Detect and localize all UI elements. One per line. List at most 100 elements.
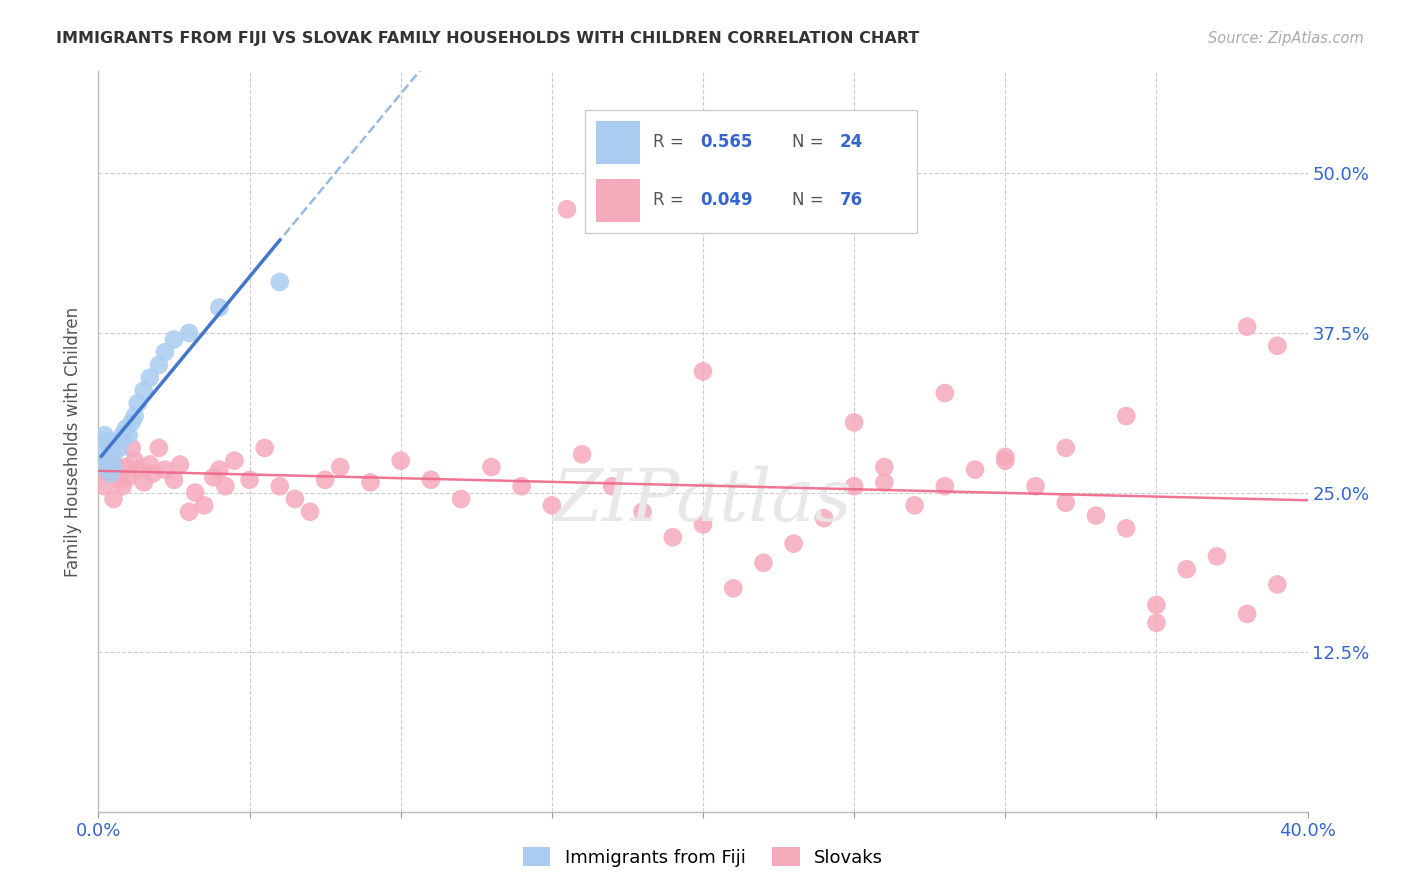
Point	[132, 384, 155, 398]
Point	[103, 447, 125, 461]
Point	[108, 441, 131, 455]
Point	[148, 358, 170, 372]
Point	[904, 499, 927, 513]
Point	[571, 447, 593, 461]
Text: Source: ZipAtlas.com: Source: ZipAtlas.com	[1208, 31, 1364, 46]
Point	[184, 485, 207, 500]
Point	[1054, 496, 1077, 510]
Point	[214, 479, 236, 493]
Point	[965, 462, 987, 476]
Point	[1144, 615, 1167, 630]
Legend: Immigrants from Fiji, Slovaks: Immigrants from Fiji, Slovaks	[516, 840, 890, 874]
Point	[994, 453, 1017, 467]
Point	[934, 479, 956, 493]
Point	[661, 530, 683, 544]
Point	[124, 453, 146, 467]
Point	[103, 460, 125, 475]
Point	[934, 386, 956, 401]
Point	[1144, 598, 1167, 612]
Point	[121, 441, 143, 455]
Point	[994, 450, 1017, 464]
Point	[269, 479, 291, 493]
Point	[540, 499, 562, 513]
Point	[108, 473, 131, 487]
Point	[481, 460, 503, 475]
Y-axis label: Family Households with Children: Family Households with Children	[65, 307, 83, 576]
Point	[103, 491, 125, 506]
Point	[1085, 508, 1108, 523]
Point	[299, 505, 322, 519]
Point	[114, 422, 136, 436]
Point	[329, 460, 352, 475]
Point	[873, 460, 896, 475]
Point	[139, 370, 162, 384]
Point	[208, 301, 231, 315]
Point	[723, 582, 745, 596]
Point	[114, 460, 136, 475]
Point	[1236, 319, 1258, 334]
Point	[139, 458, 162, 472]
Point	[510, 479, 533, 493]
Point	[360, 475, 382, 490]
Point	[132, 475, 155, 490]
Point	[90, 441, 112, 455]
Point	[269, 275, 291, 289]
Text: ZIPatlas: ZIPatlas	[553, 466, 853, 536]
Point	[631, 505, 654, 519]
Point	[239, 473, 262, 487]
Point	[163, 473, 186, 487]
Point	[692, 517, 714, 532]
Point	[124, 409, 146, 423]
Point	[179, 326, 201, 340]
Point	[1267, 577, 1289, 591]
Point	[1054, 441, 1077, 455]
Point	[314, 473, 336, 487]
Point	[844, 416, 866, 430]
Point	[100, 453, 122, 467]
Point	[193, 499, 215, 513]
Point	[93, 428, 115, 442]
Point	[1206, 549, 1229, 564]
Point	[1175, 562, 1198, 576]
Point	[450, 491, 472, 506]
Point	[90, 460, 112, 475]
Point	[752, 556, 775, 570]
Point	[389, 453, 412, 467]
Point	[224, 453, 246, 467]
Point	[692, 364, 714, 378]
Point	[169, 458, 191, 472]
Point	[253, 441, 276, 455]
Text: IMMIGRANTS FROM FIJI VS SLOVAK FAMILY HOUSEHOLDS WITH CHILDREN CORRELATION CHART: IMMIGRANTS FROM FIJI VS SLOVAK FAMILY HO…	[56, 31, 920, 46]
Point	[153, 345, 176, 359]
Point	[555, 202, 578, 217]
Point	[111, 479, 134, 493]
Point	[153, 462, 176, 476]
Point	[96, 453, 118, 467]
Point	[93, 479, 115, 493]
Point	[148, 441, 170, 455]
Point	[111, 428, 134, 442]
Point	[602, 479, 624, 493]
Point	[1115, 521, 1137, 535]
Point	[100, 467, 122, 481]
Point	[420, 473, 443, 487]
Point	[96, 434, 118, 449]
Point	[284, 491, 307, 506]
Point	[96, 467, 118, 481]
Point	[127, 396, 149, 410]
Point	[1236, 607, 1258, 621]
Point	[121, 416, 143, 430]
Point	[1115, 409, 1137, 423]
Point	[202, 470, 225, 484]
Point	[783, 536, 806, 550]
Point	[873, 475, 896, 490]
Point	[179, 505, 201, 519]
Point	[844, 479, 866, 493]
Point	[1267, 339, 1289, 353]
Point	[118, 428, 141, 442]
Point	[163, 333, 186, 347]
Point	[208, 462, 231, 476]
Point	[813, 511, 835, 525]
Point	[127, 462, 149, 476]
Point	[118, 470, 141, 484]
